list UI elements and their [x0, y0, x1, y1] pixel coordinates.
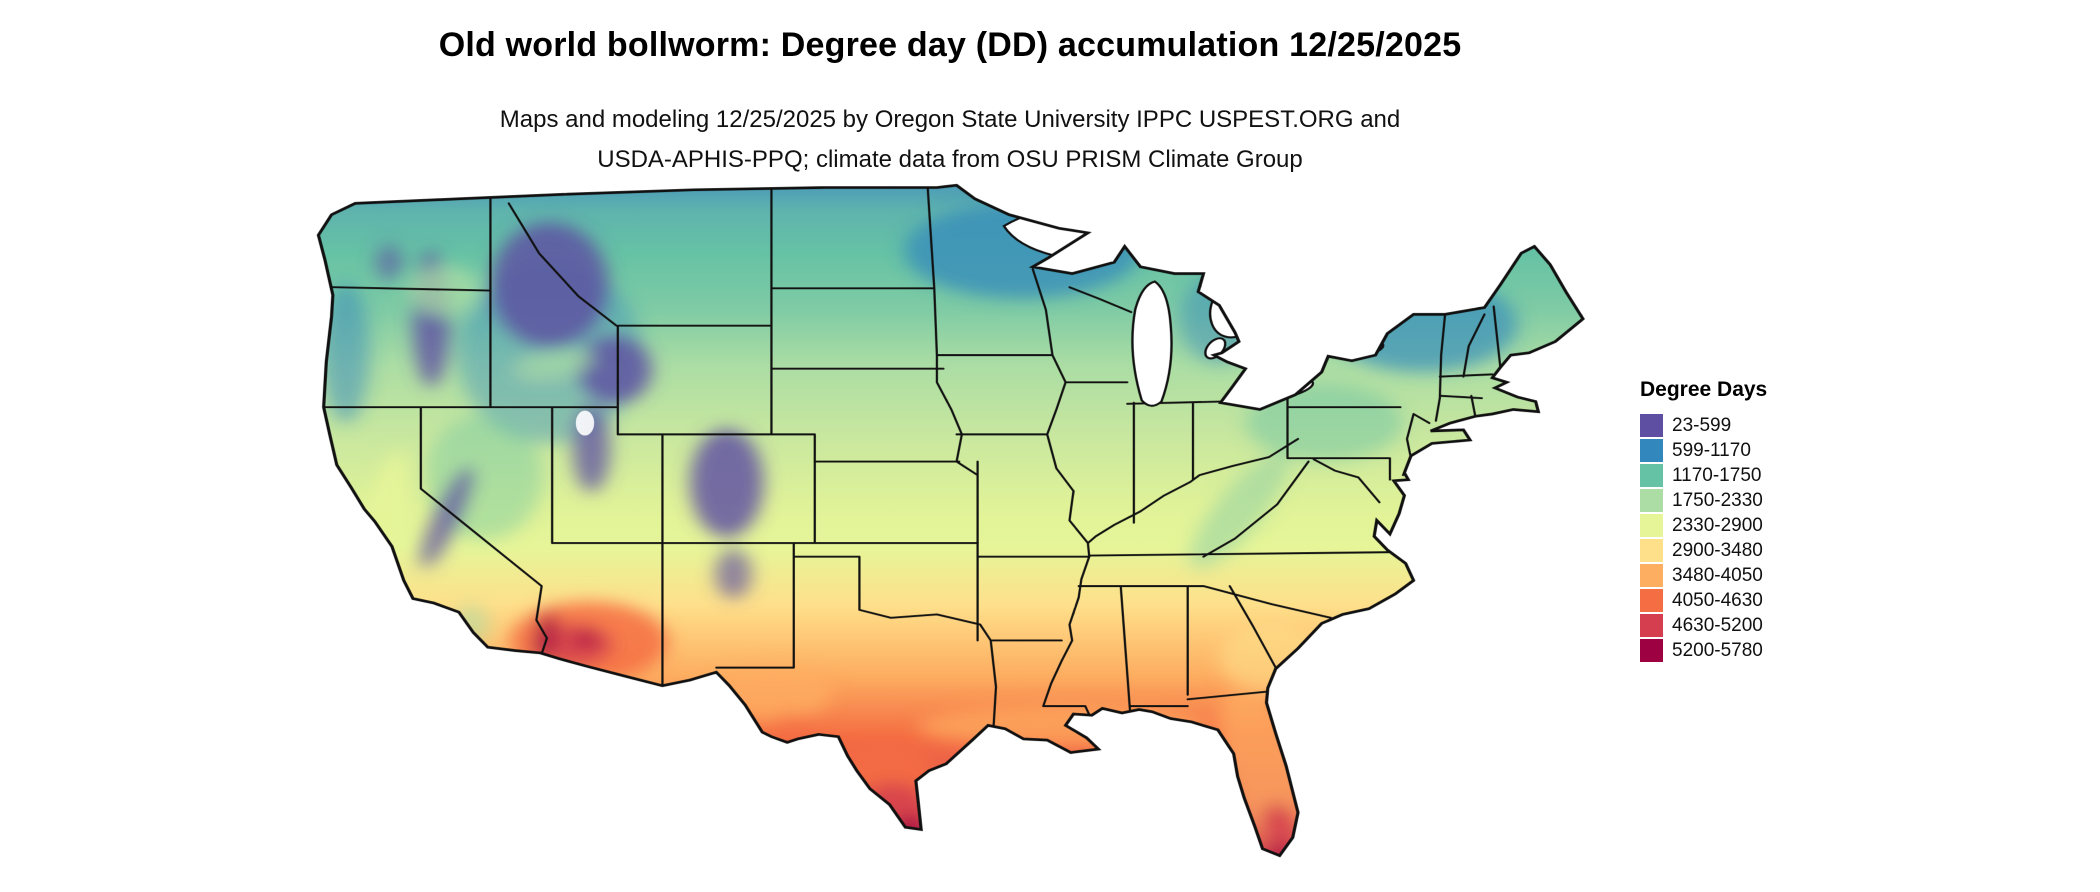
legend-swatch — [1640, 514, 1663, 537]
legend-item: 2900-3480 — [1640, 538, 1767, 563]
legend-item-label: 4630-5200 — [1672, 614, 1763, 636]
legend-swatch — [1640, 639, 1663, 662]
legend-item-label: 2330-2900 — [1672, 514, 1763, 536]
legend-swatch — [1640, 464, 1663, 487]
page-title: Old world bollworm: Degree day (DD) accu… — [438, 26, 1462, 64]
legend-item: 2330-2900 — [1640, 513, 1767, 538]
state-borders-new-england — [1434, 305, 1502, 422]
legend-item: 1170-1750 — [1640, 463, 1767, 488]
us-map-svg — [316, 183, 1585, 858]
great-salt-lake — [575, 410, 595, 436]
legend-swatch — [1640, 564, 1663, 587]
legend-item-label: 1750-2330 — [1672, 489, 1763, 511]
legend-item-label: 5200-5780 — [1672, 639, 1763, 661]
legend-item: 599-1170 — [1640, 438, 1767, 463]
subtitle: Maps and modeling 12/25/2025 by Oregon S… — [0, 100, 1900, 180]
state-borders-plains — [715, 186, 1091, 731]
legend-item: 4630-5200 — [1640, 613, 1767, 638]
legend-item-label: 599-1170 — [1672, 439, 1751, 461]
subtitle-line-2: USDA-APHIS-PPQ; climate data from OSU PR… — [597, 146, 1303, 173]
legend-swatch — [1640, 589, 1663, 612]
legend-item: 5200-5780 — [1640, 638, 1767, 663]
legend-swatch — [1640, 614, 1663, 637]
legend-item-label: 3480-4050 — [1672, 564, 1763, 586]
lake-michigan — [1131, 280, 1173, 407]
subtitle-line-1: Maps and modeling 12/25/2025 by Oregon S… — [499, 106, 1401, 133]
legend: Degree Days 23-599 599-1170 1170-1750 1750-… — [1640, 378, 1767, 663]
legend-swatch — [1640, 414, 1663, 437]
legend-swatch — [1640, 439, 1663, 462]
legend-swatch — [1640, 539, 1663, 562]
state-borders-west — [322, 187, 979, 688]
state-borders-south-east — [1077, 392, 1431, 711]
legend-item: 4050-4630 — [1640, 588, 1767, 613]
legend-item: 1750-2330 — [1640, 488, 1767, 513]
legend-item-label: 2900-3480 — [1672, 539, 1763, 561]
legend-title: Degree Days — [1640, 378, 1768, 401]
legend-swatch — [1640, 489, 1663, 512]
legend-item: 23-599 — [1640, 413, 1767, 438]
us-degree-day-map — [300, 183, 1600, 885]
legend-item: 3480-4050 — [1640, 563, 1767, 588]
state-borders — [322, 186, 1502, 731]
legend-item-label: 4050-4630 — [1672, 589, 1763, 611]
legend-items: 23-599 599-1170 1170-1750 1750-2330 2330-290… — [1640, 413, 1767, 663]
legend-item-label: 1170-1750 — [1672, 464, 1762, 486]
legend-item-label: 23-599 — [1672, 414, 1732, 436]
lake-superior — [1002, 205, 1204, 257]
state-borders-midwest — [935, 268, 1300, 719]
